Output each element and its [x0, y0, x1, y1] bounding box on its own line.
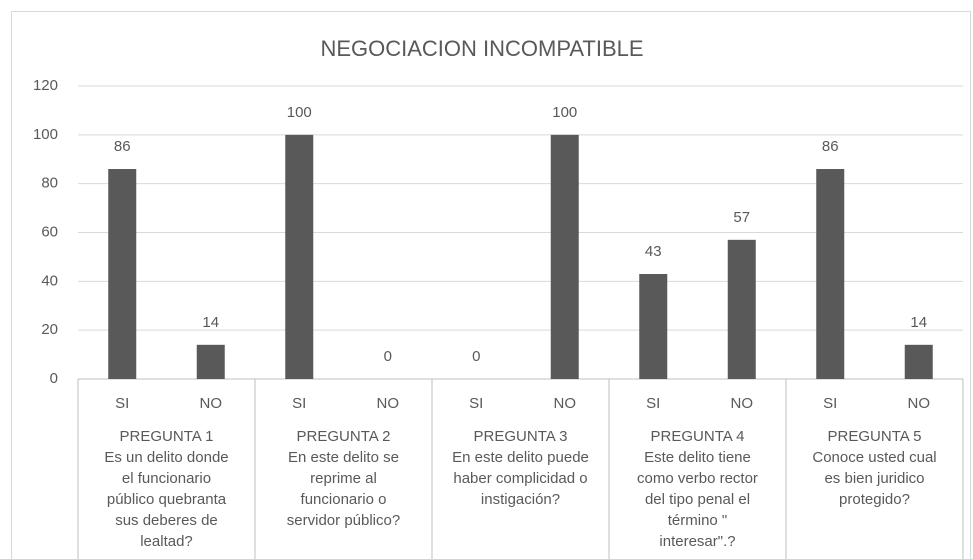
data-label: 86	[822, 138, 839, 155]
x-tick-label: SI	[646, 395, 660, 412]
x-tick-label: NO	[908, 395, 931, 412]
data-label: 86	[114, 138, 131, 155]
group-label: PREGUNTA 1	[120, 428, 214, 445]
x-tick-label: SI	[469, 395, 483, 412]
y-tick-label: 60	[41, 223, 58, 240]
bar	[108, 169, 137, 379]
y-tick-label: 80	[41, 175, 58, 192]
data-label: 100	[287, 104, 312, 121]
group-label: PREGUNTA 5	[828, 428, 922, 445]
group-label: PREGUNTA 2	[297, 428, 391, 445]
data-label: 14	[202, 314, 219, 331]
group-label: término "	[668, 512, 728, 529]
y-tick-label: 40	[41, 272, 58, 289]
y-tick-label: 20	[41, 321, 58, 338]
bar	[727, 239, 756, 379]
y-tick-label: 100	[33, 126, 58, 143]
y-tick-label: 0	[50, 370, 58, 387]
bar	[816, 169, 845, 379]
group-label: público quebranta	[107, 491, 227, 508]
x-tick-label: NO	[554, 395, 577, 412]
chart-border	[11, 11, 971, 559]
group-label: Es un delito donde	[104, 449, 228, 466]
group-label: haber complicidad o	[453, 470, 587, 487]
group-label: Este delito tiene	[644, 449, 751, 466]
group-label: del tipo penal el	[645, 491, 750, 508]
group-label: lealtad?	[140, 533, 193, 550]
group-label: es bien juridico	[824, 470, 924, 487]
data-label: 43	[645, 243, 662, 260]
x-tick-label: SI	[823, 395, 837, 412]
y-tick-label: 120	[33, 77, 58, 94]
group-label: En este delito puede	[452, 449, 589, 466]
x-tick-label: NO	[200, 395, 223, 412]
group-label: protegido?	[839, 491, 910, 508]
x-tick-label: SI	[292, 395, 306, 412]
group-label: servidor público?	[287, 512, 400, 529]
group-label: funcionario o	[301, 491, 387, 508]
group-label: instigación?	[481, 491, 560, 508]
group-label: sus deberes de	[115, 512, 218, 529]
data-label: 57	[733, 209, 750, 226]
data-label: 14	[910, 314, 927, 331]
group-label: como verbo rector	[637, 470, 758, 487]
bar	[639, 274, 668, 379]
data-label: 0	[384, 348, 392, 365]
x-tick-label: SI	[115, 395, 129, 412]
group-label: el funcionario	[122, 470, 211, 487]
group-label: Conoce usted cual	[812, 449, 936, 466]
bar	[904, 344, 933, 379]
data-label: 0	[472, 348, 480, 365]
x-tick-label: NO	[377, 395, 400, 412]
x-tick-label: NO	[731, 395, 754, 412]
group-label: interesar".?	[659, 533, 735, 550]
group-label: PREGUNTA 3	[474, 428, 568, 445]
bar	[550, 134, 579, 379]
chart-title: NEGOCIACION INCOMPATIBLE	[320, 36, 643, 61]
group-label: reprime al	[310, 470, 377, 487]
data-label: 100	[552, 104, 577, 121]
group-label: PREGUNTA 4	[651, 428, 745, 445]
bar	[196, 344, 225, 379]
bar	[285, 134, 314, 379]
group-label: En este delito se	[288, 449, 399, 466]
